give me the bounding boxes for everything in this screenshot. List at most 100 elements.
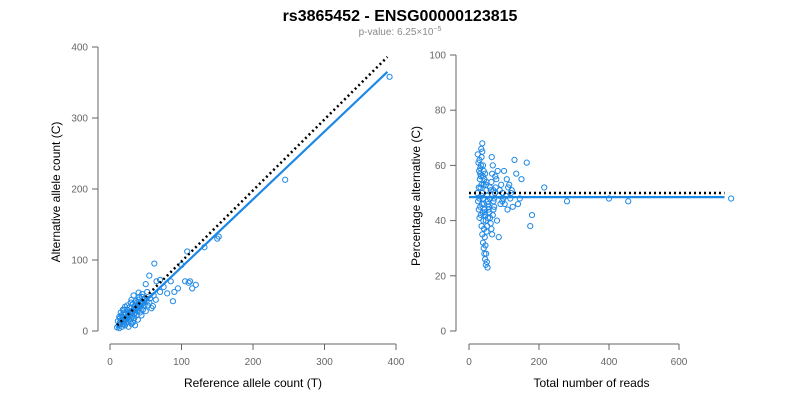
x-tick-label: 200 [245, 357, 262, 368]
data-point [143, 298, 150, 305]
data-point [125, 323, 132, 330]
data-point [494, 167, 501, 175]
data-point [495, 234, 502, 241]
data-point [181, 278, 189, 285]
data-point [156, 288, 164, 296]
y-tick-label: 40 [435, 216, 447, 227]
data-point [491, 203, 498, 210]
data-point [509, 203, 516, 210]
subtitle-pvalue: p-value: 6.25×10 [359, 27, 434, 38]
data-point [185, 279, 192, 286]
y-tick-label: 20 [435, 271, 447, 282]
y-tick-label: 200 [71, 185, 88, 196]
y-axis-label: Alternative allele count (C) [49, 122, 63, 263]
data-point [174, 285, 182, 292]
data-point [484, 223, 491, 230]
y-tick-label: 100 [71, 256, 88, 267]
data-point [492, 184, 499, 191]
data-point [152, 296, 159, 303]
expected-line [116, 56, 389, 327]
data-point [192, 281, 199, 288]
y-tick-label: 300 [71, 114, 88, 125]
data-point [489, 231, 496, 238]
data-point [476, 214, 483, 221]
x-tick-label: 600 [671, 357, 688, 368]
data-point [146, 272, 153, 279]
y-tick-label: 100 [429, 51, 446, 62]
data-point [528, 211, 536, 219]
data-point [477, 162, 484, 169]
y-axis-label: Percentage alternative (C) [409, 126, 423, 266]
data-point [134, 316, 141, 323]
data-point [488, 154, 495, 161]
subtitle-exponent: −5 [433, 26, 441, 33]
data-point [493, 217, 501, 224]
data-point [151, 260, 158, 267]
x-axis-label: Reference allele count (T) [184, 376, 322, 390]
y-tick-label: 400 [71, 43, 88, 54]
data-point [500, 167, 508, 175]
data-point [501, 200, 508, 208]
data-point [142, 281, 149, 288]
x-tick-label: 400 [388, 357, 405, 368]
data-point [476, 167, 483, 175]
data-point [169, 298, 177, 305]
data-point [153, 278, 160, 285]
data-point [516, 195, 523, 202]
data-point [189, 285, 196, 292]
data-point [386, 73, 393, 80]
data-point [541, 184, 548, 191]
data-point [475, 198, 482, 205]
data-point [523, 159, 530, 166]
data-point [482, 261, 489, 268]
y-tick-label: 60 [435, 161, 447, 172]
data-point [479, 173, 487, 180]
data-point [488, 178, 495, 186]
x-axis-label: Total number of reads [533, 376, 649, 390]
data-point [485, 206, 492, 213]
data-point [148, 305, 155, 312]
fit-line [116, 71, 389, 329]
data-point [563, 198, 571, 205]
data-point [484, 214, 491, 221]
data-point [489, 162, 496, 169]
data-point [479, 140, 486, 147]
data-point [527, 223, 534, 230]
data-point [728, 195, 735, 202]
x-tick-label: 100 [173, 357, 190, 368]
data-point [487, 220, 494, 227]
percentage-alternative-panel: 0 20 40 60 80 100 0 200 400 600 Total number of re… [409, 51, 735, 390]
data-point [479, 148, 486, 155]
data-point [518, 176, 525, 183]
data-point [131, 322, 139, 329]
x-tick-label: 0 [466, 357, 472, 368]
data-point [142, 308, 149, 315]
figure-subtitle: p-value: 6.25×10−5 [359, 26, 442, 38]
data-point [184, 248, 191, 255]
data-point [498, 181, 505, 188]
data-point [139, 290, 146, 298]
data-point [483, 250, 490, 257]
y-tick-label: 80 [435, 106, 447, 117]
data-point [479, 231, 486, 238]
data-point [625, 198, 632, 205]
data-point [138, 312, 145, 319]
data-point [475, 184, 482, 191]
y-tick-label: 0 [82, 327, 88, 338]
allele-count-panel: 0 100 200 300 400 0 100 200 300 400 Reference alle… [49, 43, 405, 391]
data-point [605, 195, 613, 202]
data-point [513, 170, 520, 177]
data-point [508, 187, 515, 194]
data-point [164, 290, 171, 297]
data-point [135, 289, 142, 296]
data-point [127, 299, 134, 306]
data-point [214, 235, 221, 242]
y-tick-label: 0 [440, 327, 446, 338]
data-point [478, 145, 485, 152]
data-point [514, 200, 522, 208]
data-point [128, 296, 135, 303]
figure-title: rs3865452 - ENSG00000123815 [283, 8, 518, 25]
x-tick-label: 200 [531, 357, 548, 368]
x-tick-label: 0 [107, 357, 113, 368]
x-tick-label: 300 [316, 357, 333, 368]
